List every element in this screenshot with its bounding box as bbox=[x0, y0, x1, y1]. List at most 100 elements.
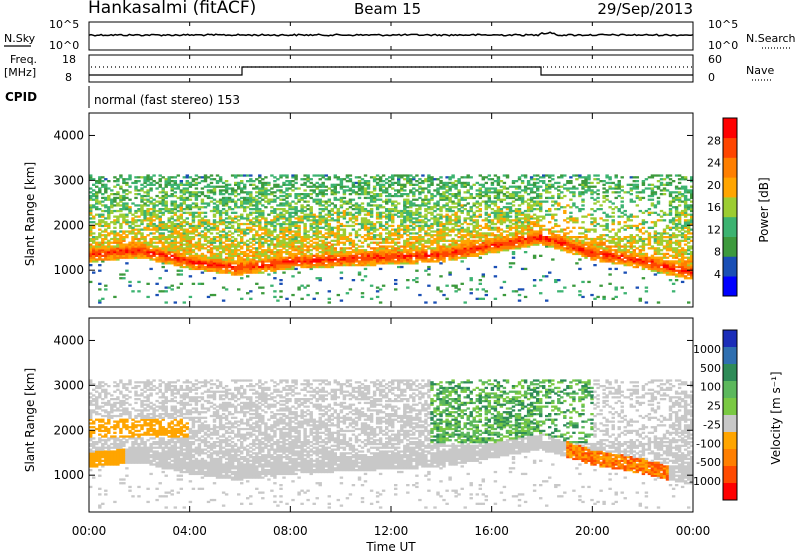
power-cell bbox=[324, 193, 329, 196]
power-cell bbox=[258, 267, 262, 271]
power-cell bbox=[551, 204, 555, 207]
power-cell bbox=[261, 265, 265, 269]
power-cell bbox=[457, 217, 461, 220]
power-cell bbox=[240, 206, 244, 209]
power-cell bbox=[206, 236, 211, 239]
power-cell bbox=[173, 202, 178, 205]
power-cell bbox=[131, 221, 135, 224]
power-cell bbox=[215, 206, 220, 209]
power-cell bbox=[403, 202, 407, 205]
power-cell bbox=[107, 241, 111, 244]
power-cell bbox=[312, 213, 316, 216]
power-cell bbox=[152, 247, 156, 250]
power-cell bbox=[240, 256, 244, 259]
power-cell bbox=[421, 200, 425, 203]
power-cell bbox=[315, 222, 319, 226]
power-cell bbox=[140, 213, 144, 216]
power-cell bbox=[246, 292, 250, 295]
power-cell bbox=[122, 194, 126, 198]
power-cell bbox=[170, 221, 174, 224]
power-cell bbox=[445, 194, 449, 198]
power-cell bbox=[388, 176, 392, 179]
power-cell bbox=[209, 200, 214, 203]
power-cell bbox=[475, 193, 480, 196]
power-cell bbox=[230, 265, 235, 269]
power-cell bbox=[499, 228, 504, 231]
power-cell bbox=[140, 183, 144, 186]
power-cell bbox=[532, 213, 537, 216]
power-cell bbox=[215, 181, 220, 185]
power-cell bbox=[203, 185, 208, 188]
power-cell bbox=[403, 249, 407, 252]
power-cell bbox=[264, 230, 268, 233]
power-cell bbox=[466, 217, 470, 220]
power-cell bbox=[179, 254, 184, 257]
power-cell bbox=[218, 258, 223, 261]
power-cell bbox=[481, 185, 486, 188]
power-cell bbox=[409, 243, 413, 246]
power-cell bbox=[255, 206, 259, 209]
power-cell bbox=[249, 183, 253, 186]
power-cell bbox=[218, 247, 223, 250]
power-cell bbox=[89, 232, 93, 235]
power-cell bbox=[212, 228, 217, 231]
power-cell bbox=[206, 191, 211, 194]
power-cell bbox=[448, 256, 452, 259]
power-cell bbox=[560, 228, 564, 231]
power-cell bbox=[92, 239, 96, 242]
power-cell bbox=[261, 264, 265, 267]
power-cell bbox=[412, 213, 416, 216]
power-cell bbox=[342, 178, 347, 181]
power-cell bbox=[107, 194, 111, 198]
power-cell bbox=[215, 239, 220, 242]
power-cell bbox=[345, 224, 350, 228]
power-cell bbox=[303, 236, 307, 239]
power-cell bbox=[484, 200, 489, 203]
power-cell bbox=[173, 264, 178, 267]
power-cell bbox=[182, 176, 187, 179]
power-cell bbox=[288, 265, 292, 269]
power-cell bbox=[505, 215, 510, 218]
power-cell bbox=[155, 260, 159, 263]
power-cell bbox=[366, 237, 371, 241]
power-cell bbox=[499, 234, 504, 237]
power-cell bbox=[327, 211, 332, 214]
power-cell bbox=[303, 206, 307, 209]
power-cell bbox=[125, 249, 129, 252]
power-cell bbox=[424, 251, 428, 254]
power-cell bbox=[572, 226, 576, 229]
power-cell bbox=[526, 241, 531, 244]
power-cell bbox=[95, 245, 99, 248]
power-cell bbox=[433, 256, 437, 259]
power-cell bbox=[357, 239, 362, 242]
power-cell bbox=[203, 239, 208, 242]
power-cell bbox=[391, 224, 395, 228]
power-cell bbox=[381, 256, 386, 259]
power-cell bbox=[176, 209, 181, 213]
power-cell bbox=[155, 224, 159, 228]
power-cell bbox=[557, 237, 561, 241]
power-cell bbox=[227, 222, 232, 226]
power-cell bbox=[330, 228, 335, 231]
power-cell bbox=[101, 234, 105, 237]
power-cell bbox=[164, 245, 168, 248]
power-cell bbox=[439, 198, 443, 201]
power-cell bbox=[445, 209, 449, 213]
power-cell bbox=[542, 237, 546, 241]
power-cell bbox=[406, 193, 410, 196]
power-cell bbox=[191, 232, 196, 235]
power-cell bbox=[258, 258, 262, 261]
power-cell bbox=[240, 267, 244, 271]
power-cell bbox=[484, 189, 489, 192]
power-cell bbox=[378, 262, 383, 265]
power-cell bbox=[545, 185, 549, 188]
power-cell bbox=[89, 251, 93, 254]
power-cell bbox=[191, 245, 196, 248]
power-cell bbox=[237, 245, 241, 248]
power-cell bbox=[342, 258, 347, 261]
power-cell bbox=[146, 222, 150, 226]
power-cell bbox=[249, 194, 253, 198]
power-cell bbox=[95, 181, 99, 185]
power-cell bbox=[288, 262, 292, 265]
power-cell bbox=[427, 176, 431, 179]
